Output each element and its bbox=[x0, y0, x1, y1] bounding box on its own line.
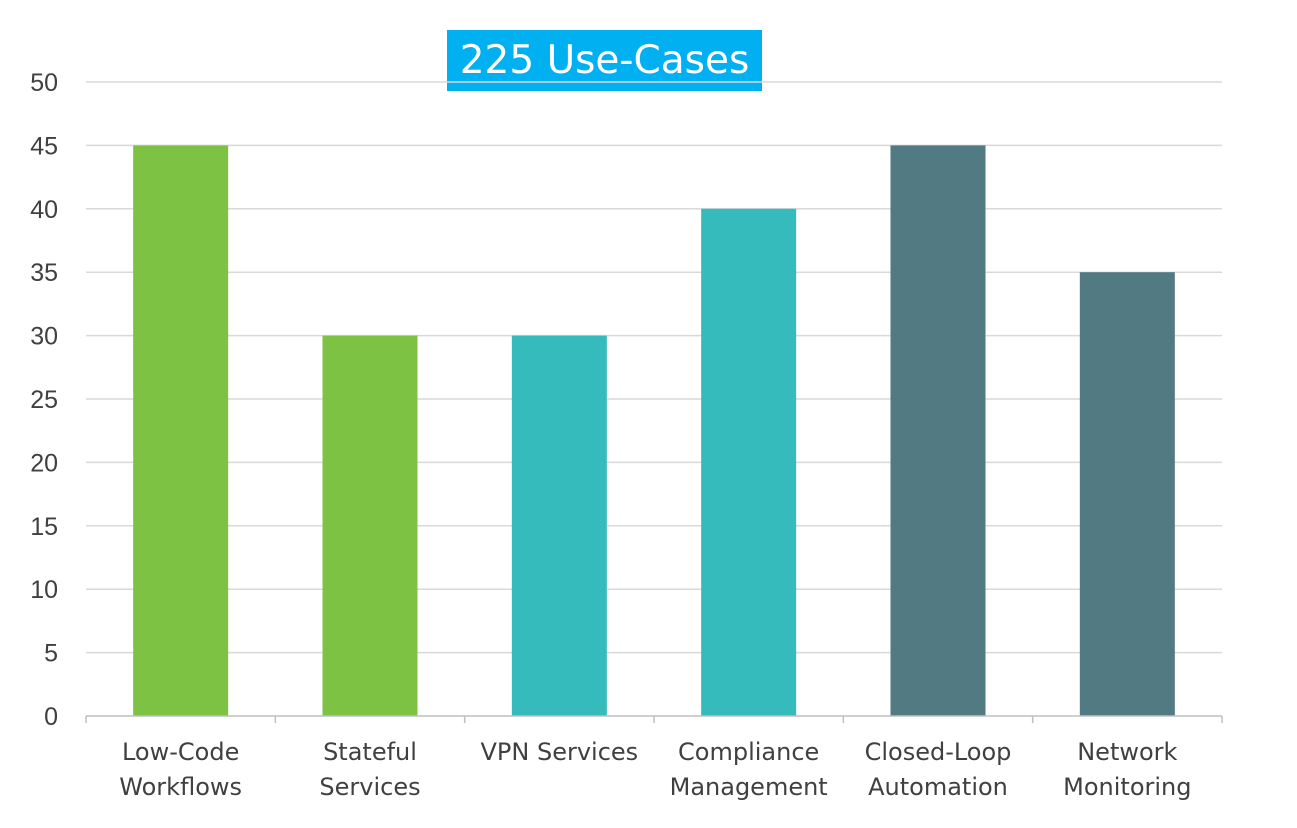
y-tick-label: 10 bbox=[30, 576, 58, 604]
x-axis bbox=[85, 715, 1223, 723]
x-axis-labels: Low-Code Workflows Stateful Services VPN Ser… bbox=[119, 738, 1191, 801]
x-tick-label-line: Workflows bbox=[119, 773, 242, 801]
y-tick-label: 5 bbox=[44, 640, 58, 668]
x-tick-label-line: Closed-Loop bbox=[865, 738, 1012, 766]
y-axis-ticks: 0 5 10 15 20 25 30 35 40 45 50 bbox=[30, 69, 58, 731]
y-tick-label: 30 bbox=[30, 323, 58, 351]
gridlines bbox=[86, 81, 1222, 654]
bar bbox=[133, 145, 229, 716]
x-tick-label: Closed-Loop Automation bbox=[865, 738, 1012, 801]
y-tick-label: 15 bbox=[30, 513, 58, 541]
y-tick-label: 20 bbox=[30, 449, 58, 477]
x-tick-label: Network Monitoring bbox=[1063, 738, 1191, 801]
x-tick-label-line: VPN Services bbox=[480, 738, 638, 766]
chart-title: 225 Use-Cases bbox=[447, 30, 762, 91]
x-tick-label-line: Compliance bbox=[678, 738, 819, 766]
y-tick-label: 35 bbox=[30, 259, 58, 287]
y-tick-label: 50 bbox=[30, 69, 58, 97]
x-tick-label-line: Management bbox=[670, 773, 828, 801]
bar bbox=[890, 145, 986, 716]
bar bbox=[322, 335, 418, 716]
bar bbox=[701, 208, 797, 717]
y-tick-label: 45 bbox=[30, 132, 58, 160]
y-tick-label: 0 bbox=[44, 703, 58, 731]
x-tick-label-line: Network bbox=[1077, 738, 1177, 766]
y-tick-label: 25 bbox=[30, 386, 58, 414]
x-tick-label-line: Automation bbox=[868, 773, 1008, 801]
x-tick-label: Compliance Management bbox=[670, 738, 828, 801]
x-tick-label: Stateful Services bbox=[319, 738, 420, 801]
bar bbox=[511, 335, 607, 716]
bars bbox=[133, 145, 1175, 717]
x-tick-label: VPN Services bbox=[480, 738, 638, 766]
bar bbox=[1079, 272, 1175, 716]
x-tick-label-line: Monitoring bbox=[1063, 773, 1191, 801]
x-tick-label-line: Low-Code bbox=[122, 738, 239, 766]
x-tick-label: Low-Code Workflows bbox=[119, 738, 242, 801]
y-tick-label: 40 bbox=[30, 196, 58, 224]
x-tick-label-line: Services bbox=[319, 773, 420, 801]
x-tick-label-line: Stateful bbox=[323, 738, 417, 766]
